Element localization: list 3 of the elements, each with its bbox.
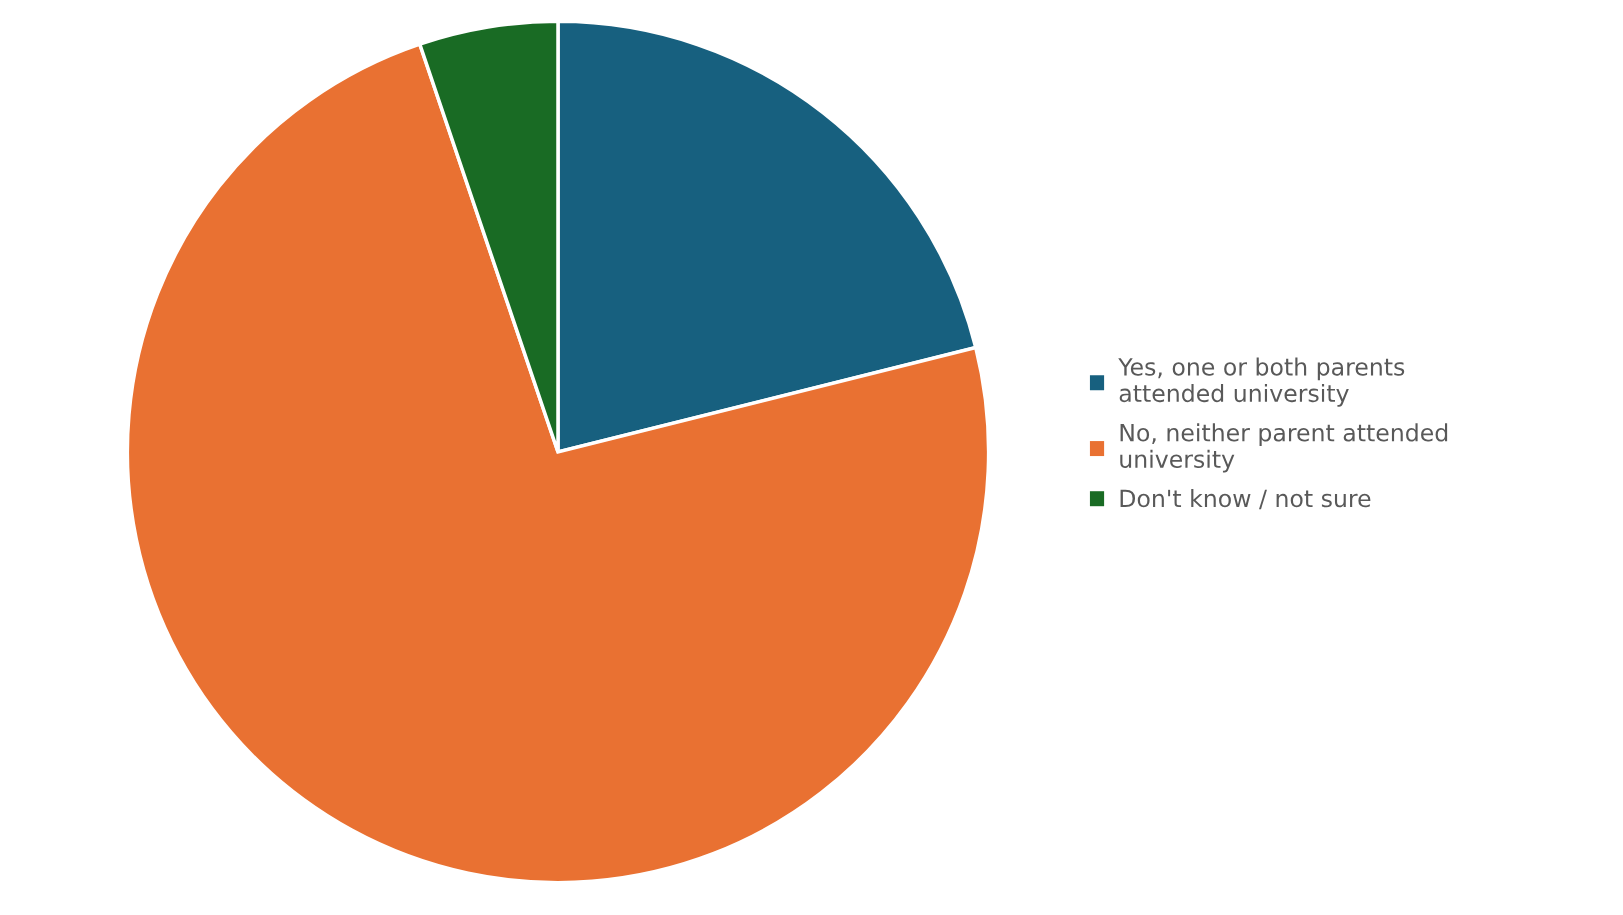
legend-label: Don't know / not sure [1120,489,1371,510]
legend-label: No, neither parent attended university [1120,423,1448,473]
legend-label: Yes, one or both parents attended university [1118,357,1405,407]
